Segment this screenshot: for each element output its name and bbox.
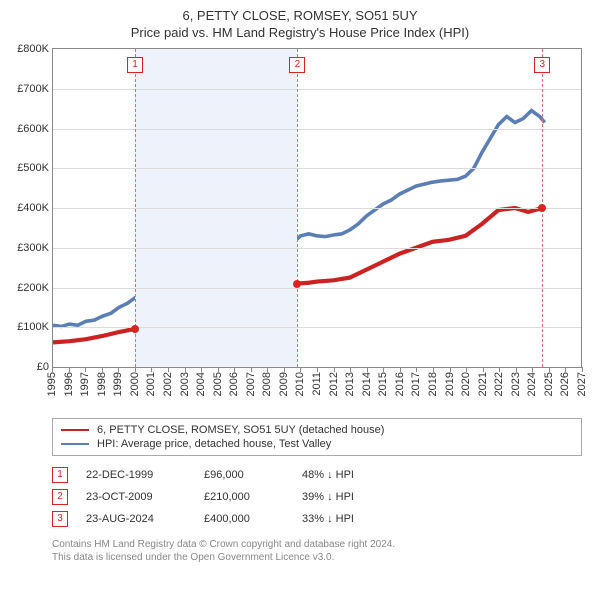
x-tick-label: 2014: [361, 372, 373, 396]
gridline: [53, 208, 581, 209]
x-tick-label: 2006: [228, 372, 240, 396]
x-tick-label: 1998: [96, 372, 108, 396]
event-row: 2 23-OCT-2009 £210,000 39% ↓ HPI: [52, 486, 582, 508]
x-tick-label: 2002: [162, 372, 174, 396]
sale-dot: [538, 204, 546, 212]
event-delta: 48% ↓ HPI: [302, 469, 354, 481]
x-tick-label: 2000: [129, 372, 141, 396]
event-date: 23-AUG-2024: [86, 513, 186, 525]
x-tick-label: 2005: [212, 372, 224, 396]
x-tick-label: 2022: [493, 372, 505, 396]
footer-line: This data is licensed under the Open Gov…: [52, 551, 582, 564]
legend-swatch: [61, 429, 89, 431]
event-delta: 33% ↓ HPI: [302, 513, 354, 525]
x-tick-label: 2019: [444, 372, 456, 396]
marker-number: 1: [127, 57, 143, 73]
chart-title: 6, PETTY CLOSE, ROMSEY, SO51 5UY: [10, 8, 590, 23]
legend: 6, PETTY CLOSE, ROMSEY, SO51 5UY (detach…: [52, 418, 582, 456]
marker-line: [135, 49, 136, 367]
chart-subtitle: Price paid vs. HM Land Registry's House …: [10, 25, 590, 40]
chart-container: 6, PETTY CLOSE, ROMSEY, SO51 5UY Price p…: [0, 0, 600, 570]
legend-row: HPI: Average price, detached house, Test…: [61, 437, 573, 451]
x-tick-label: 2010: [294, 372, 306, 396]
x-tick-label: 2012: [328, 372, 340, 396]
event-price: £400,000: [204, 513, 284, 525]
gridline: [53, 168, 581, 169]
x-tick-label: 2003: [179, 372, 191, 396]
x-tick-label: 2023: [510, 372, 522, 396]
x-tick-label: 2020: [460, 372, 472, 396]
legend-label: HPI: Average price, detached house, Test…: [97, 438, 331, 450]
event-price: £210,000: [204, 491, 284, 503]
x-tick-label: 2008: [261, 372, 273, 396]
x-tick-label: 2009: [278, 372, 290, 396]
event-date: 22-DEC-1999: [86, 469, 186, 481]
y-tick-label: £500K: [17, 162, 49, 174]
footer-line: Contains HM Land Registry data © Crown c…: [52, 538, 582, 551]
x-tick-label: 2013: [344, 372, 356, 396]
legend-label: 6, PETTY CLOSE, ROMSEY, SO51 5UY (detach…: [97, 424, 384, 436]
marker-number: 3: [534, 57, 550, 73]
marker-number: 2: [289, 57, 305, 73]
x-tick-label: 2024: [526, 372, 538, 396]
gridline: [53, 288, 581, 289]
x-tick-label: 1997: [79, 372, 91, 396]
sale-events: 1 22-DEC-1999 £96,000 48% ↓ HPI 2 23-OCT-2009…: [52, 464, 582, 530]
y-tick-label: £800K: [17, 43, 49, 55]
event-number: 2: [52, 489, 68, 505]
x-tick-label: 2025: [543, 372, 555, 396]
event-row: 3 23-AUG-2024 £400,000 33% ↓ HPI: [52, 508, 582, 530]
sale-dot: [131, 325, 139, 333]
x-tick-label: 2021: [477, 372, 489, 396]
x-tick-label: 2017: [410, 372, 422, 396]
plot-area: £0£100K£200K£300K£400K£500K£600K£700K£80…: [52, 48, 582, 368]
x-tick-label: 2004: [195, 372, 207, 396]
event-number: 3: [52, 511, 68, 527]
x-tick-label: 2011: [311, 372, 323, 396]
y-tick-label: £100K: [17, 321, 49, 333]
footer-attribution: Contains HM Land Registry data © Crown c…: [52, 538, 582, 564]
legend-swatch: [61, 443, 89, 445]
y-tick-label: £200K: [17, 282, 49, 294]
gridline: [53, 129, 581, 130]
gridline: [53, 248, 581, 249]
x-tick-label: 1995: [46, 372, 58, 396]
x-axis-labels: 1995199619971998199920002001200220032004…: [52, 368, 582, 412]
marker-line: [297, 49, 298, 367]
x-tick-label: 2001: [145, 372, 157, 396]
gridline: [53, 89, 581, 90]
x-tick-label: 2015: [377, 372, 389, 396]
y-axis-labels: £0£100K£200K£300K£400K£500K£600K£700K£80…: [5, 49, 49, 367]
x-tick-label: 1996: [63, 372, 75, 396]
x-tick-label: 2016: [394, 372, 406, 396]
event-price: £96,000: [204, 469, 284, 481]
y-tick-label: £400K: [17, 202, 49, 214]
x-tick-label: 2018: [427, 372, 439, 396]
chart-area: £0£100K£200K£300K£400K£500K£600K£700K£80…: [52, 48, 582, 412]
x-tick-label: 2027: [576, 372, 588, 396]
legend-row: 6, PETTY CLOSE, ROMSEY, SO51 5UY (detach…: [61, 423, 573, 437]
y-tick-label: £600K: [17, 123, 49, 135]
event-number: 1: [52, 467, 68, 483]
y-tick-label: £300K: [17, 242, 49, 254]
x-tick-label: 1999: [112, 372, 124, 396]
series-hpi: [53, 111, 545, 327]
y-tick-label: £700K: [17, 83, 49, 95]
x-tick-label: 2007: [245, 372, 257, 396]
sale-dot: [293, 280, 301, 288]
event-delta: 39% ↓ HPI: [302, 491, 354, 503]
event-row: 1 22-DEC-1999 £96,000 48% ↓ HPI: [52, 464, 582, 486]
event-date: 23-OCT-2009: [86, 491, 186, 503]
x-tick-label: 2026: [559, 372, 571, 396]
